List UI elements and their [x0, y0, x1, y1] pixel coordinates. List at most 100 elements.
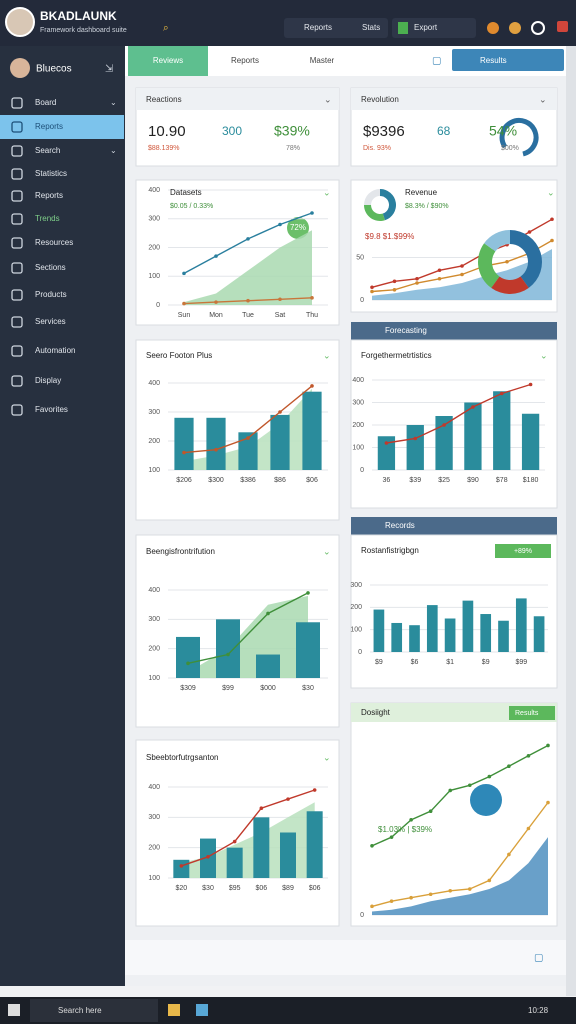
y-tick-label: 300 [148, 616, 160, 623]
kpi-header [136, 88, 339, 110]
x-tick-label: $9 [375, 659, 383, 666]
nav-icon [11, 145, 23, 157]
pin-icon[interactable]: ⇲ [105, 64, 113, 75]
x-tick-label: $20 [175, 885, 187, 892]
area [372, 837, 548, 915]
point [487, 774, 492, 779]
taskbar-search[interactable] [30, 999, 158, 1022]
bar [253, 817, 270, 878]
search-icon[interactable]: ⌕ [163, 23, 169, 34]
bar [515, 598, 527, 652]
nav-icon [11, 237, 23, 249]
y-tick-label: 300 [148, 814, 160, 821]
kpi-stat: $39% [274, 123, 310, 139]
start-button[interactable] [8, 1004, 20, 1016]
action-button[interactable] [452, 49, 564, 71]
point [437, 268, 442, 273]
user-icon[interactable] [509, 22, 521, 34]
close-button[interactable] [557, 21, 568, 32]
kpi-header [351, 88, 557, 110]
point [286, 797, 290, 801]
y-tick-label: 200 [352, 422, 364, 429]
point [448, 788, 453, 793]
y-tick-label: 100 [352, 444, 364, 451]
point [278, 222, 282, 227]
bar [533, 616, 545, 652]
save-icon[interactable]: ▢ [432, 56, 441, 67]
nav-icon [11, 168, 23, 180]
point [278, 297, 282, 302]
point [442, 423, 446, 427]
kpi-stat: 300 [222, 124, 242, 138]
point [206, 854, 210, 859]
y-tick-label: 100 [148, 467, 160, 474]
header-badge [509, 706, 555, 720]
bar [256, 654, 280, 678]
toolbar-select[interactable] [392, 18, 476, 38]
point [186, 661, 190, 666]
x-tick-label: $206 [176, 477, 192, 484]
panel-chevron: ⌄ [323, 187, 331, 197]
y-tick-label: 0 [360, 467, 364, 474]
point [232, 839, 237, 844]
pie-slice [477, 243, 500, 288]
y-tick-label: 200 [148, 244, 160, 251]
point [428, 892, 433, 897]
tab-active[interactable] [128, 46, 208, 76]
nav-icon [11, 404, 23, 416]
point [226, 652, 230, 657]
nav-item: Automation [35, 346, 75, 355]
point [550, 238, 554, 243]
point [460, 264, 464, 268]
point [392, 288, 397, 292]
x-tick-label: Sat [275, 312, 286, 319]
x-tick-label: Tue [242, 312, 254, 319]
bar [406, 425, 424, 470]
taskbar-app[interactable] [168, 1004, 180, 1016]
point [546, 743, 550, 748]
point [507, 764, 511, 769]
footer-icon[interactable]: ▢ [534, 953, 543, 964]
nav-item: Statistics [35, 169, 67, 178]
point [527, 230, 532, 234]
line [181, 789, 315, 867]
settings-icon[interactable] [531, 21, 545, 35]
kpi-value: $9396 [363, 123, 405, 140]
line [371, 802, 549, 908]
bar [409, 625, 420, 652]
bar [206, 417, 226, 470]
point [415, 281, 419, 285]
y-tick-label: 400 [148, 587, 160, 594]
chart-title: Beengisfrontrifution [146, 547, 215, 556]
bar [176, 636, 200, 678]
y-tick-label: 50 [356, 254, 364, 261]
chart-subtitle: $0.05 / 0.33% [170, 203, 213, 210]
chart-title: Revenue [405, 188, 438, 197]
panel-chevron: ⌄ [323, 546, 331, 556]
panel-chevron: ⌄ [323, 350, 331, 360]
point [278, 410, 282, 414]
tab: Reports [231, 56, 259, 65]
chart-title: Dosiight [361, 708, 391, 717]
notify-icon[interactable] [487, 22, 499, 34]
point [467, 887, 472, 891]
point [546, 800, 550, 805]
bar [391, 622, 403, 652]
point [370, 289, 374, 294]
x-tick-label: 36 [383, 477, 391, 484]
nav-icon [11, 316, 23, 328]
x-tick-label: $25 [438, 477, 450, 484]
toolbar-group [284, 18, 388, 38]
taskbar-app[interactable] [196, 1004, 208, 1016]
kpi-stat: 68 [437, 124, 451, 138]
chart-title: Datasets [170, 188, 202, 197]
point [259, 806, 264, 811]
toolbar-item: Stats [362, 23, 380, 32]
bar [462, 600, 474, 652]
x-tick-label: $06 [255, 885, 267, 892]
x-tick-label: $300 [208, 477, 224, 484]
bar [464, 402, 482, 470]
nav-icon [11, 375, 23, 387]
